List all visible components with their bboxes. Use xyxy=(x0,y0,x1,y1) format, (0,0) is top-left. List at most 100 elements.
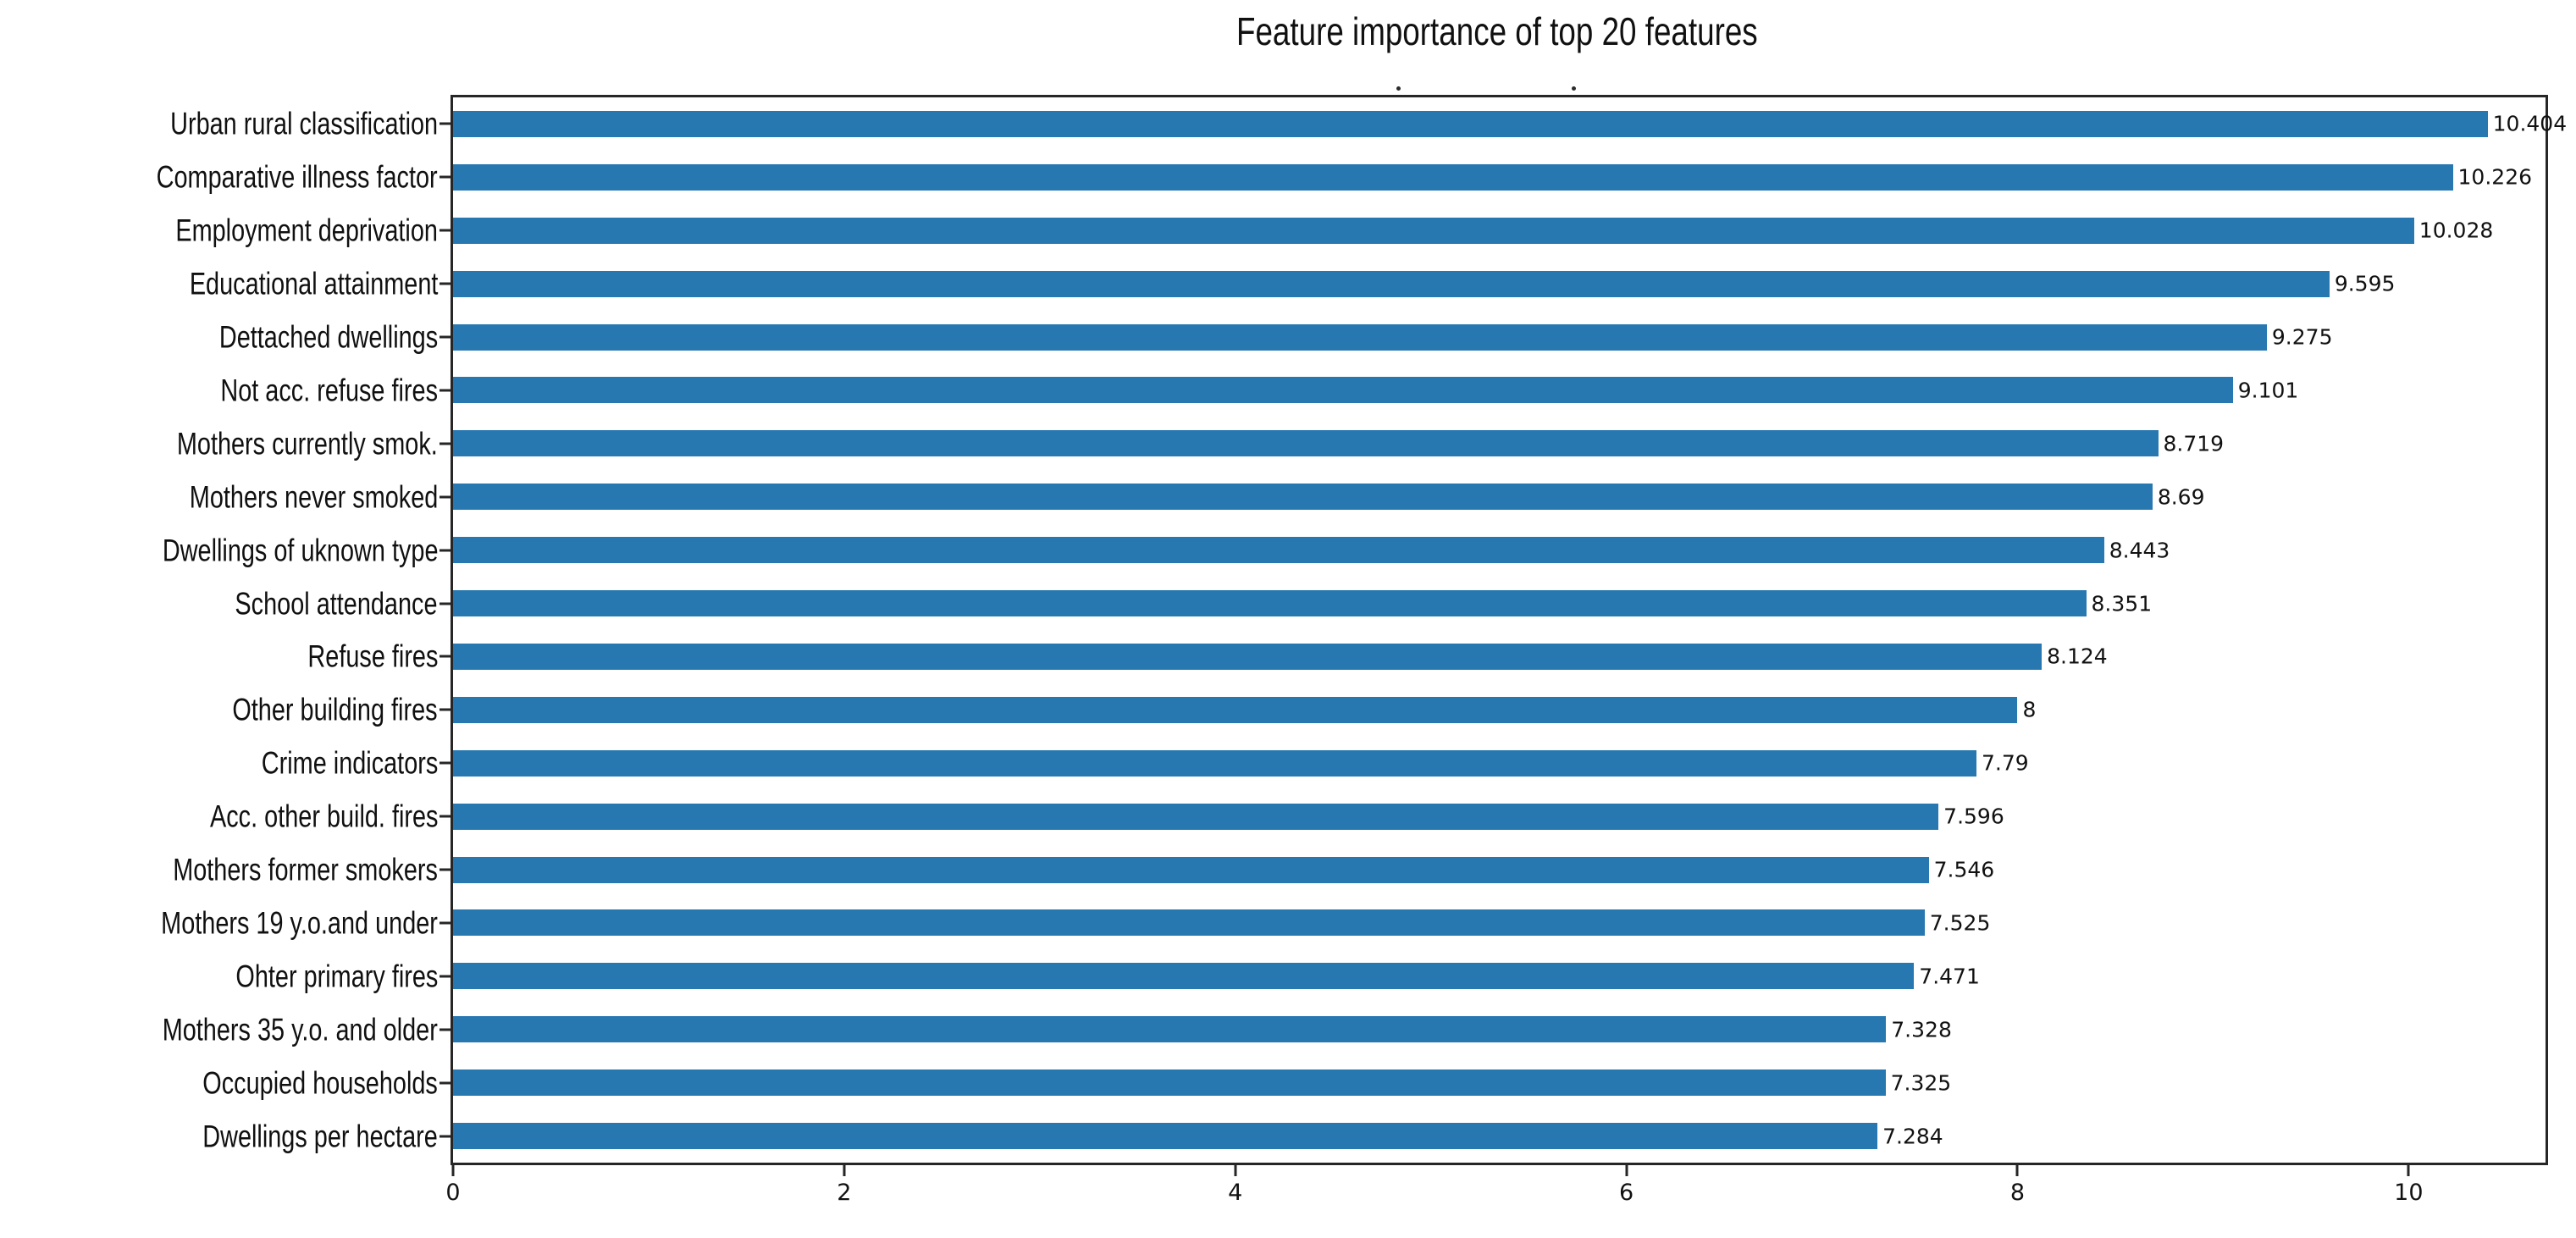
bar-value-label: 7.284 xyxy=(1882,1124,1943,1149)
y-axis-tick xyxy=(439,175,451,179)
y-axis-category-label-text: Dwellings per hectare xyxy=(202,1119,438,1154)
stray-dot xyxy=(1396,86,1401,91)
bar xyxy=(453,377,2233,404)
y-axis-category-label-text: Refuse fires xyxy=(307,638,438,674)
y-axis-category-label: Comparative illness factor xyxy=(77,162,438,193)
y-axis-category-label: Mothers 19 y.o.and under xyxy=(83,907,438,938)
y-axis-tick xyxy=(439,442,451,445)
y-axis-category-label-text: Urban rural classification xyxy=(170,106,438,141)
y-axis-category-label: Employment deprivation xyxy=(102,215,438,246)
bar-value-label: 8.443 xyxy=(2109,538,2170,563)
bar-value-label: 7.596 xyxy=(1943,804,2004,829)
bar-value-label: 8.719 xyxy=(2163,431,2225,456)
x-axis-tick-label: 2 xyxy=(837,1180,852,1206)
bar-value-label: 8.124 xyxy=(2047,644,2108,669)
x-axis-tick-label: 4 xyxy=(1228,1180,1243,1206)
y-axis-tick xyxy=(439,708,451,711)
y-axis-tick xyxy=(439,1135,451,1138)
bar-value-label: 10.226 xyxy=(2457,164,2533,190)
bar xyxy=(453,430,2159,457)
x-axis-tick xyxy=(843,1165,846,1176)
bar xyxy=(453,484,2153,511)
y-axis-category-label: Mothers currently smok. xyxy=(103,428,438,459)
y-axis-tick xyxy=(439,602,451,605)
y-axis-tick xyxy=(439,229,451,232)
bar xyxy=(453,163,2453,191)
y-axis-tick xyxy=(439,122,451,125)
y-axis-category-label-text: Educational attainment xyxy=(189,266,438,301)
bar xyxy=(453,696,2018,723)
x-axis-tick xyxy=(451,1165,455,1176)
bar xyxy=(453,909,1925,937)
y-axis-category-label-text: Mothers former smokers xyxy=(173,852,438,887)
bar xyxy=(453,270,2330,297)
bar xyxy=(453,1016,1887,1043)
y-axis-category-label: Other building fires xyxy=(174,694,438,726)
y-axis-category-label: Crime indicators xyxy=(212,748,438,779)
y-axis-category-label: Educational attainment xyxy=(119,268,438,300)
x-axis-tick xyxy=(2407,1165,2410,1176)
bar-value-label: 7.79 xyxy=(1981,750,2029,776)
bar xyxy=(453,963,1915,990)
bar-value-label: 8 xyxy=(2022,697,2037,722)
y-axis-category-label-text: Comparative illness factor xyxy=(156,159,438,195)
y-axis-category-label: Dwellings of uknown type xyxy=(85,534,438,566)
y-axis-tick xyxy=(439,921,451,925)
bar-value-label: 9.595 xyxy=(2334,271,2396,296)
y-axis-category-label: Occupied households xyxy=(136,1067,438,1098)
x-axis-tick-label: 6 xyxy=(1619,1180,1634,1206)
x-axis-tick xyxy=(1234,1165,1237,1176)
bar-value-label: 10.404 xyxy=(2492,111,2568,136)
bar xyxy=(453,803,1939,830)
y-axis-tick xyxy=(439,389,451,392)
y-axis-category-label: Refuse fires xyxy=(271,641,438,672)
bar xyxy=(453,643,2043,670)
y-axis-category-label-text: Mothers 19 y.o.and under xyxy=(161,905,438,941)
y-axis-category-label-text: Mothers 35 y.o. and older xyxy=(162,1012,438,1047)
y-axis-category-label-text: Mothers never smoked xyxy=(189,479,438,515)
bar-value-label: 7.325 xyxy=(1890,1070,1952,1096)
y-axis-tick xyxy=(439,655,451,658)
y-axis-category-label-text: School attendance xyxy=(235,586,438,622)
bar xyxy=(453,537,2104,564)
y-axis-category-label: Not acc. refuse fires xyxy=(159,374,438,406)
bar xyxy=(453,110,2488,137)
y-axis-category-label: Dwellings per hectare xyxy=(136,1120,438,1152)
y-axis-category-label-text: Mothers currently smok. xyxy=(177,426,438,461)
bar-value-label: 7.525 xyxy=(1929,910,1991,936)
y-axis-tick xyxy=(439,868,451,871)
y-axis-tick xyxy=(439,282,451,285)
y-axis-category-label-text: Employment deprivation xyxy=(175,213,438,248)
bar xyxy=(453,1069,1886,1097)
x-axis-tick-label: 8 xyxy=(2009,1180,2026,1206)
y-axis-tick xyxy=(439,975,451,978)
bar xyxy=(453,590,2087,617)
bar-value-label: 8.69 xyxy=(2157,484,2205,510)
y-axis-tick xyxy=(439,815,451,818)
bar xyxy=(453,856,1929,883)
y-axis-category-label: Urban rural classification xyxy=(95,108,438,140)
y-axis-category-label-text: Dettached dwellings xyxy=(218,319,438,355)
y-axis-category-label: Mothers 35 y.o. and older xyxy=(85,1014,438,1045)
stray-dot xyxy=(1572,86,1576,91)
y-axis-category-label-text: Ohter primary fires xyxy=(235,959,438,994)
x-axis-tick-label: 10 xyxy=(2394,1180,2424,1206)
chart-title: Feature importance of top 20 features xyxy=(451,8,2543,54)
bar-value-label: 9.101 xyxy=(2237,378,2299,403)
bar-value-label: 9.275 xyxy=(2271,324,2333,350)
x-axis-tick-label: 0 xyxy=(445,1180,461,1206)
y-axis-category-label: Acc. other build. fires xyxy=(146,801,438,832)
bar-value-label: 7.471 xyxy=(1919,964,1980,989)
x-axis-tick xyxy=(2015,1165,2019,1176)
x-axis-tick xyxy=(1625,1165,1628,1176)
bar-value-label: 7.546 xyxy=(1933,857,1995,882)
y-axis-category-label: Mothers never smoked xyxy=(119,481,438,512)
bar-value-label: 8.351 xyxy=(2091,591,2153,616)
bar xyxy=(453,1123,1878,1150)
y-axis-category-label-text: Crime indicators xyxy=(261,745,438,781)
bar xyxy=(453,217,2414,244)
plot-area: 10.404 Urban rural classification 10.226 Co… xyxy=(157,95,2567,1204)
y-axis-tick xyxy=(439,335,451,339)
chart-title-text: Feature importance of top 20 features xyxy=(1235,9,1758,53)
